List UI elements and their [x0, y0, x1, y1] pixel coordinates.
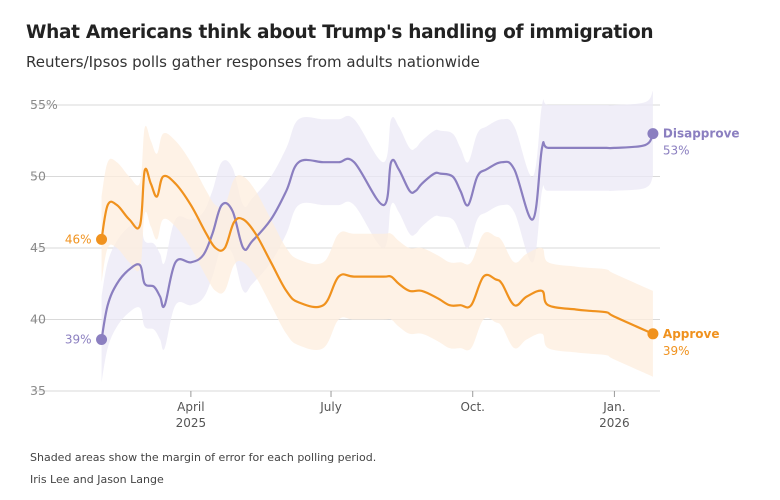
x-tick-sublabel: 2026 [599, 416, 630, 430]
disapprove-start-point [96, 334, 108, 346]
chart-title: What Americans think about Trump's handl… [26, 22, 654, 43]
series-lines [96, 128, 659, 346]
approve-margin-band [101, 125, 653, 377]
y-tick-label: 40 [30, 312, 46, 327]
disapprove-line [100, 132, 654, 340]
y-tick-label: 50 [30, 169, 46, 184]
margin-of-error-bands [101, 90, 653, 383]
byline: Iris Lee and Jason Lange [30, 473, 164, 486]
x-tick-label: Jan. [602, 400, 625, 414]
disapprove-name-label: Disapprove [663, 127, 740, 141]
approve-line [100, 167, 654, 335]
approve-end-point [647, 328, 659, 340]
series-labels: 39% Disapprove 53% 46% Approve 39% [65, 127, 740, 358]
y-tick-label: 45 [30, 240, 46, 255]
x-tick-label: April [177, 400, 204, 414]
chart-subtitle: Reuters/Ipsos polls gather responses fro… [26, 53, 480, 71]
y-tick-label: 55% [30, 97, 58, 112]
approve-name-label: Approve [663, 327, 720, 341]
y-axis-ticks: 35 40 45 50 55% [30, 97, 58, 398]
disapprove-end-label: 53% [663, 144, 690, 158]
y-tick-label: 35 [30, 383, 46, 398]
approve-start-point [96, 233, 108, 245]
x-tick-label: Oct. [460, 400, 485, 414]
x-tick-sublabel: 2025 [176, 416, 207, 430]
disapprove-start-label: 39% [65, 333, 92, 347]
approve-start-label: 46% [65, 232, 92, 246]
x-tick-label: July [319, 400, 342, 414]
approve-end-label: 39% [663, 344, 690, 358]
x-axis-ticks: April 2025 July Oct. Jan. 2026 [176, 391, 630, 430]
disapprove-end-point [647, 128, 659, 140]
footnote: Shaded areas show the margin of error fo… [30, 451, 377, 464]
